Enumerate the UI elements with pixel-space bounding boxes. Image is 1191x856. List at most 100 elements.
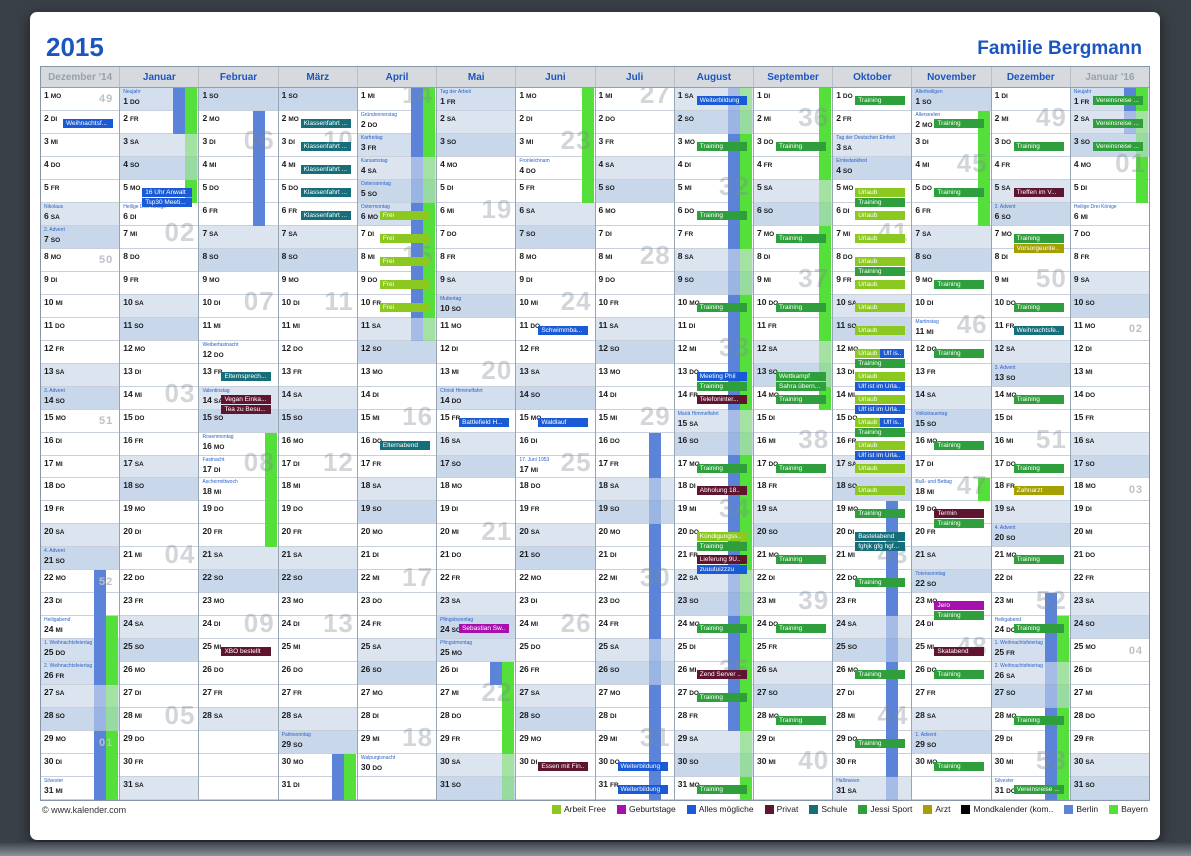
day-cell[interactable]: 13 MO <box>357 364 437 387</box>
day-cell[interactable]: 20 SA <box>41 524 120 548</box>
day-cell[interactable]: 24 MO Training <box>674 616 753 640</box>
day-cell[interactable]: Ostersonntag 5 SO <box>357 179 437 203</box>
day-cell[interactable]: 2 MI <box>753 111 833 134</box>
day-cell[interactable]: 1 SO <box>199 88 278 111</box>
day-cell[interactable]: 8 MI <box>595 249 674 272</box>
event-label[interactable]: Training <box>696 785 747 795</box>
event-label[interactable]: Training <box>696 141 747 151</box>
day-cell[interactable]: 21 DO <box>437 547 516 571</box>
day-cell[interactable]: Aschermittwoch 18 MI <box>199 478 278 502</box>
day-cell[interactable]: 3 DI Klassenfahrt ... <box>278 134 357 157</box>
day-cell[interactable]: 30 MI <box>991 754 1070 778</box>
day-cell[interactable]: 2. Advent 7 SO <box>41 225 120 249</box>
day-cell[interactable]: 15 FR <box>1070 410 1149 433</box>
day-cell[interactable]: 20 MI <box>1070 524 1149 548</box>
day-cell[interactable]: 21 MO Training <box>753 547 833 571</box>
day-cell[interactable]: 15 DI <box>753 410 833 433</box>
day-cell[interactable]: 1 DO Training <box>833 88 912 111</box>
day-cell[interactable]: 19 MO <box>120 501 199 525</box>
day-cell[interactable]: Mariä Himmelfahrt 15 SA <box>674 409 753 433</box>
day-cell[interactable]: 27 MI <box>1070 685 1149 709</box>
event-label[interactable]: Urlaub <box>855 440 906 450</box>
event-label[interactable]: Telefoninter... <box>696 394 747 404</box>
event-label[interactable]: Treffen im V... <box>1013 187 1064 197</box>
day-cell[interactable]: 13 FR Elternsprech... <box>199 364 278 387</box>
day-cell[interactable]: 19 DO <box>199 501 278 525</box>
event-label[interactable]: Elternabend <box>379 440 430 450</box>
day-cell[interactable]: 23 DI <box>41 593 120 617</box>
day-cell[interactable]: 17 DI <box>912 456 991 479</box>
event-label[interactable]: Vereinsreise ... <box>1092 141 1143 151</box>
event-label[interactable]: Lieferung 9U.. <box>696 555 747 565</box>
day-cell[interactable]: 25 SA <box>595 639 674 663</box>
day-cell[interactable]: Silvester 31 MI <box>41 777 120 800</box>
day-cell[interactable]: 23 DO <box>595 593 674 617</box>
day-cell[interactable]: Silvester 31 DO Vereinsreise ... <box>991 777 1070 800</box>
day-cell[interactable]: 23 SA <box>437 593 516 617</box>
day-cell[interactable]: 12 MO <box>120 341 199 364</box>
day-cell[interactable]: 6 MO <box>595 203 674 226</box>
day-cell[interactable]: 4 SA <box>595 156 674 180</box>
event-label[interactable]: Training <box>1013 233 1064 243</box>
day-cell[interactable]: 23 SO <box>674 593 753 617</box>
day-cell[interactable]: 25 SO <box>120 639 199 663</box>
day-cell[interactable]: Fastnacht 17 DI <box>199 456 278 479</box>
day-cell[interactable]: 13 MI <box>1070 364 1149 387</box>
day-cell[interactable]: 19 SA <box>991 501 1070 525</box>
event-label[interactable]: Training <box>1013 302 1064 312</box>
day-cell[interactable]: 24 SA <box>833 616 912 640</box>
day-cell[interactable]: 4 MI Klassenfahrt ... <box>278 157 357 180</box>
day-cell[interactable]: 28 FR <box>674 708 753 732</box>
event-label[interactable]: Frei <box>379 279 430 289</box>
event-label[interactable]: Urlaub <box>855 256 906 266</box>
day-cell[interactable]: 25 FR <box>753 639 833 663</box>
day-cell[interactable]: 6 FR Klassenfahrt ... <box>278 203 357 226</box>
event-label[interactable]: Frei <box>379 256 430 266</box>
day-cell[interactable] <box>199 754 278 778</box>
event-label[interactable]: Meeting Phil <box>696 371 747 381</box>
day-cell[interactable]: 3 SO Vereinsreise ... <box>1070 133 1149 157</box>
day-cell[interactable]: 7 DO <box>437 226 516 249</box>
day-cell[interactable]: 2 SA <box>437 110 516 134</box>
day-cell[interactable]: 15 SO <box>278 409 357 433</box>
event-label[interactable]: Training <box>1013 716 1064 726</box>
day-cell[interactable]: 22 MI <box>357 570 437 594</box>
day-cell[interactable]: 9 DO <box>595 272 674 295</box>
day-cell[interactable]: Walpurgisnacht 30 DO <box>357 754 437 778</box>
day-cell[interactable]: 15 DO Urlaub Ulf is.. Training <box>833 410 912 437</box>
day-cell[interactable]: Erntedankfest 4 SO <box>833 156 912 180</box>
day-cell[interactable]: 1 MO <box>516 88 595 111</box>
day-cell[interactable]: 20 FR <box>912 524 991 548</box>
day-cell[interactable]: 9 DI <box>516 272 595 295</box>
day-cell[interactable]: 26 DO <box>199 662 278 686</box>
day-cell[interactable]: 21 MO Training <box>991 547 1070 571</box>
day-cell[interactable]: Valentinstag 14 SA Vegan Einka... Tea zu Bes… <box>199 386 278 414</box>
day-cell[interactable]: 22 FR <box>1070 570 1149 594</box>
day-cell[interactable]: 3 DI <box>199 134 278 157</box>
event-label[interactable]: Weihnachtsfe.. <box>1013 325 1064 335</box>
day-cell[interactable]: Neujahr 1 FR Vereinsreise ... <box>1070 88 1149 111</box>
day-cell[interactable]: 4 MO <box>1070 157 1149 180</box>
day-cell[interactable]: 17 SO <box>437 455 516 479</box>
day-cell[interactable]: 24 DI <box>199 616 278 640</box>
day-cell[interactable]: Muttertag 10 SO <box>437 294 516 318</box>
day-cell[interactable]: 11 FR <box>753 318 833 341</box>
day-cell[interactable]: 17 DI <box>278 456 357 479</box>
day-cell[interactable]: 2 MI <box>991 111 1070 134</box>
day-cell[interactable]: 9 SA <box>1070 271 1149 295</box>
day-cell[interactable]: 7 MO Training Vorsorgeunte.. <box>991 226 1070 253</box>
day-cell[interactable]: Gründonnerstag 2 DO <box>357 111 437 134</box>
event-label[interactable]: Training <box>696 210 747 220</box>
day-cell[interactable]: 9 SO <box>674 271 753 295</box>
day-cell[interactable]: 2 DI Weihnachtsf... <box>41 111 120 134</box>
day-cell[interactable]: 24 FR <box>357 616 437 640</box>
day-cell[interactable]: 17 SO <box>1070 455 1149 479</box>
day-cell[interactable]: 14 SA <box>912 386 991 410</box>
day-cell[interactable]: 22 SA <box>674 570 753 594</box>
event-label[interactable]: Termin <box>934 509 985 519</box>
day-cell[interactable]: 18 MO <box>437 478 516 502</box>
day-cell[interactable]: 8 DO Urlaub Training <box>833 249 912 276</box>
day-cell[interactable]: 30 DI Essen mit Fin.. <box>516 754 595 778</box>
day-cell[interactable]: 4 MI <box>912 157 991 180</box>
event-label[interactable]: Training <box>1013 624 1064 634</box>
